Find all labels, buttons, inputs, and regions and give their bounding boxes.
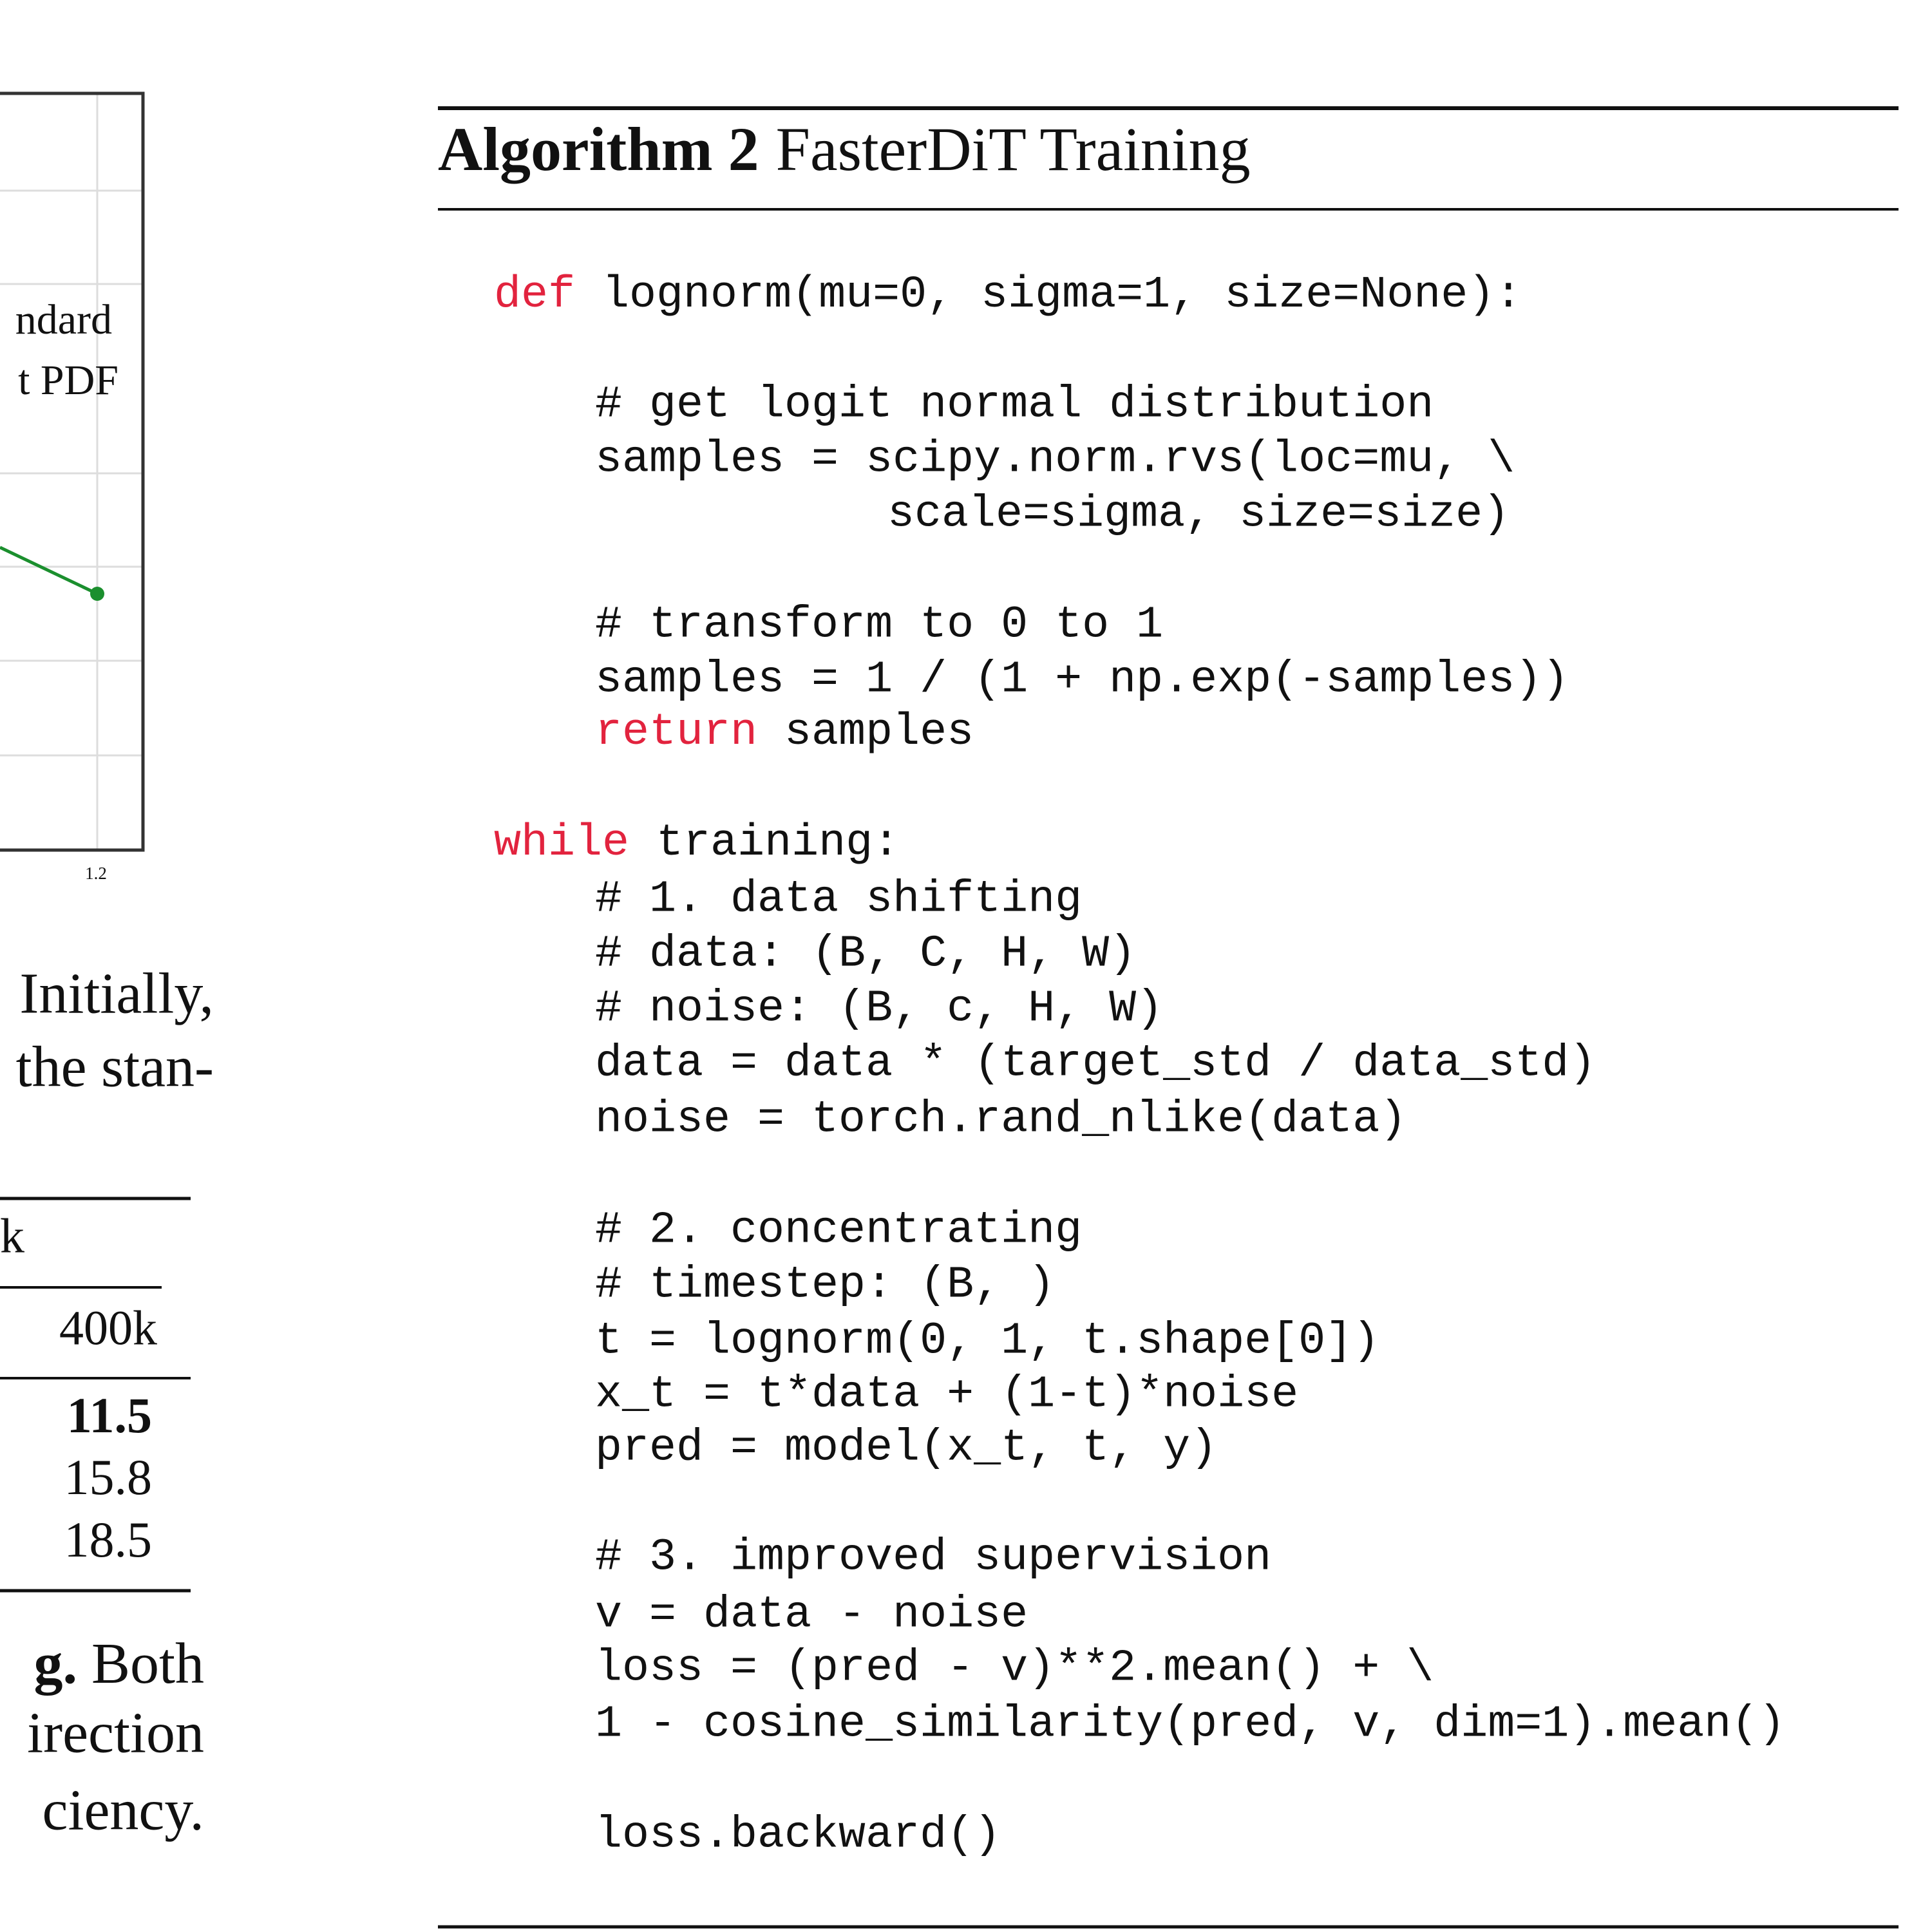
code-line: def lognorm(mu=0, sigma=1, size=None): <box>494 270 1522 321</box>
code-line: while training: <box>494 818 900 869</box>
code-line: 1 - cosine_similarity(pred, v, dim=1).me… <box>595 1699 1785 1750</box>
caption-line: g. Both <box>33 1632 204 1696</box>
legend-text: t PDF <box>18 357 118 404</box>
code-keyword: return <box>595 707 757 758</box>
algorithm-label: Algorithm 2 <box>438 115 759 184</box>
code-keyword: def <box>494 270 575 321</box>
legend-text: ndard <box>15 296 112 343</box>
code-keyword: while <box>494 818 629 869</box>
code-comment: # transform to 0 to 1 <box>595 600 1163 650</box>
body-text: Initially, <box>19 962 214 1026</box>
table-cell: 11.5 <box>67 1387 152 1443</box>
code-line: samples = 1 / (1 + np.exp(-samples)) <box>595 654 1569 705</box>
body-text: the stan- <box>16 1036 214 1099</box>
code-block: def lognorm(mu=0, sigma=1, size=None): # g… <box>494 270 1785 1861</box>
code-line: loss.backward() <box>595 1810 1001 1861</box>
code-line: t = lognorm(0, 1, t.shape[0]) <box>595 1316 1379 1367</box>
code-line: pred = model(x_t, t, y) <box>595 1423 1217 1473</box>
code-comment: # noise: (B, c, H, W) <box>595 983 1163 1034</box>
code-text: lognorm(mu=0, sigma=1, size=None): <box>602 270 1522 321</box>
code-comment: # 2. concentrating <box>595 1205 1082 1256</box>
caption-text: Both <box>91 1632 204 1696</box>
code-line: noise = torch.rand_nlike(data) <box>595 1094 1406 1145</box>
code-comment: # 1. data shifting <box>595 874 1082 925</box>
code-text: samples <box>784 707 974 758</box>
code-line: samples = scipy.norm.rvs(loc=mu, \ <box>595 434 1515 485</box>
code-comment: # 3. improved supervision <box>595 1532 1271 1583</box>
figure-grid <box>0 93 143 850</box>
code-line: loss = (pred - v)**2.mean() + \ <box>595 1643 1434 1694</box>
figure-frame <box>0 91 145 852</box>
code-comment: # get logit normal distribution <box>595 379 1434 430</box>
code-text: training: <box>656 818 900 869</box>
table-cell: 15.8 <box>64 1449 153 1505</box>
code-comment: # data: (B, C, H, W) <box>595 929 1136 980</box>
caption-line: irection <box>27 1701 204 1765</box>
table-cell: 18.5 <box>64 1511 153 1567</box>
caption-bold: g. <box>33 1632 77 1696</box>
algorithm-title: Algorithm 2 FasterDiT Training <box>438 115 1251 184</box>
x-tick-label: 1.2 <box>85 864 107 883</box>
code-line: data = data * (target_std / data_std) <box>595 1038 1596 1089</box>
algorithm-name: FasterDiT Training <box>776 115 1251 184</box>
figure-line <box>0 545 99 596</box>
code-line: scale=sigma, size=size) <box>887 489 1510 540</box>
figure: ndard t PDF 1.2 <box>0 91 145 883</box>
code-line: return samples <box>595 707 974 758</box>
table-header: 400k <box>59 1301 157 1355</box>
table-header: k <box>0 1209 24 1263</box>
caption-line: ciency. <box>43 1779 205 1842</box>
table: k 400k 11.5 15.8 18.5 <box>0 1197 191 1593</box>
code-line: v = data - noise <box>595 1589 1028 1640</box>
code-line: x_t = t*data + (1-t)*noise <box>595 1369 1298 1420</box>
code-comment: # timestep: (B, ) <box>595 1260 1055 1311</box>
figure-point <box>90 587 104 601</box>
